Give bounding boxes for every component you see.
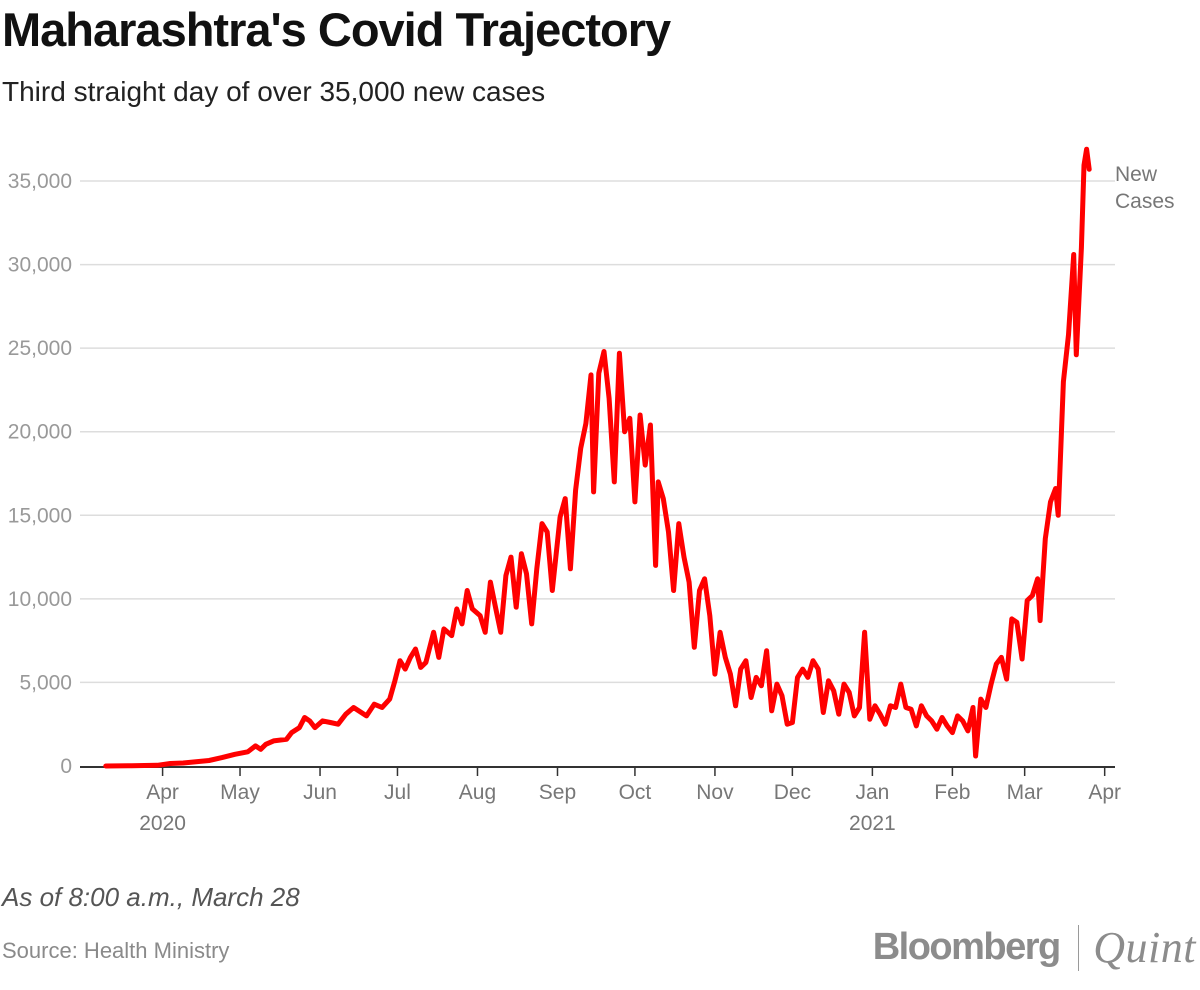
quint-logo: Quint — [1093, 923, 1196, 972]
brand-logo: Bloomberg Quint — [873, 922, 1196, 973]
x-tick-label: Apr — [146, 781, 179, 804]
chart-svg: 0 5,000 10,000 15,000 20,000 25,000 30,000 35,0… — [8, 146, 1175, 835]
x-tick-label: May — [220, 781, 260, 804]
bloomberg-logo: Bloomberg — [872, 926, 1062, 968]
x-tick-label: Apr — [1088, 781, 1121, 804]
x-tick-label: Feb — [934, 781, 970, 804]
brand-divider — [1077, 924, 1080, 971]
as-of-note: As of 8:00 a.m., March 28 — [2, 882, 300, 912]
y-tick-label: 30,000 — [8, 254, 72, 277]
y-tick-label: 10,000 — [8, 588, 72, 611]
series-layer — [103, 146, 1092, 769]
source-note: Source: Health Ministry — [2, 938, 230, 963]
series-line-new-cases — [103, 146, 1092, 769]
y-tick-label: 15,000 — [8, 504, 72, 527]
x-tick-label: Dec — [774, 781, 811, 804]
y-axis: 0 5,000 10,000 15,000 20,000 25,000 30,000 35,0… — [8, 170, 72, 778]
x-tick-label: Sep — [539, 781, 576, 804]
x-tick-year-label: 2021 — [849, 812, 896, 835]
x-tick-label: Jul — [384, 781, 411, 804]
y-tick-label: 35,000 — [8, 170, 72, 193]
x-tick-label: Mar — [1007, 781, 1043, 804]
x-axis: Apr 2020 May Jun Jul Aug Sep Oct Nov Dec Jan 2021 Fe… — [80, 766, 1121, 835]
y-tick-label: 5,000 — [19, 671, 72, 694]
x-tick-label: Oct — [619, 781, 652, 804]
series-label: New Cases — [1115, 163, 1175, 213]
chart-title: Maharashtra's Covid Trajectory — [2, 3, 671, 56]
x-tick-label: Nov — [696, 781, 734, 804]
y-tick-label: 0 — [60, 755, 72, 778]
series-label-line: New — [1115, 163, 1158, 186]
x-tick-label: Aug — [459, 781, 496, 804]
series-label-line: Cases — [1115, 190, 1175, 213]
x-tick-label: Jan — [855, 781, 889, 804]
x-tick-label: Jun — [303, 781, 337, 804]
y-tick-label: 20,000 — [8, 421, 72, 444]
y-tick-label: 25,000 — [8, 337, 72, 360]
chart-subtitle: Third straight day of over 35,000 new ca… — [2, 76, 546, 107]
grid-lines — [80, 180, 1115, 684]
x-tick-year-label: 2020 — [139, 812, 186, 835]
